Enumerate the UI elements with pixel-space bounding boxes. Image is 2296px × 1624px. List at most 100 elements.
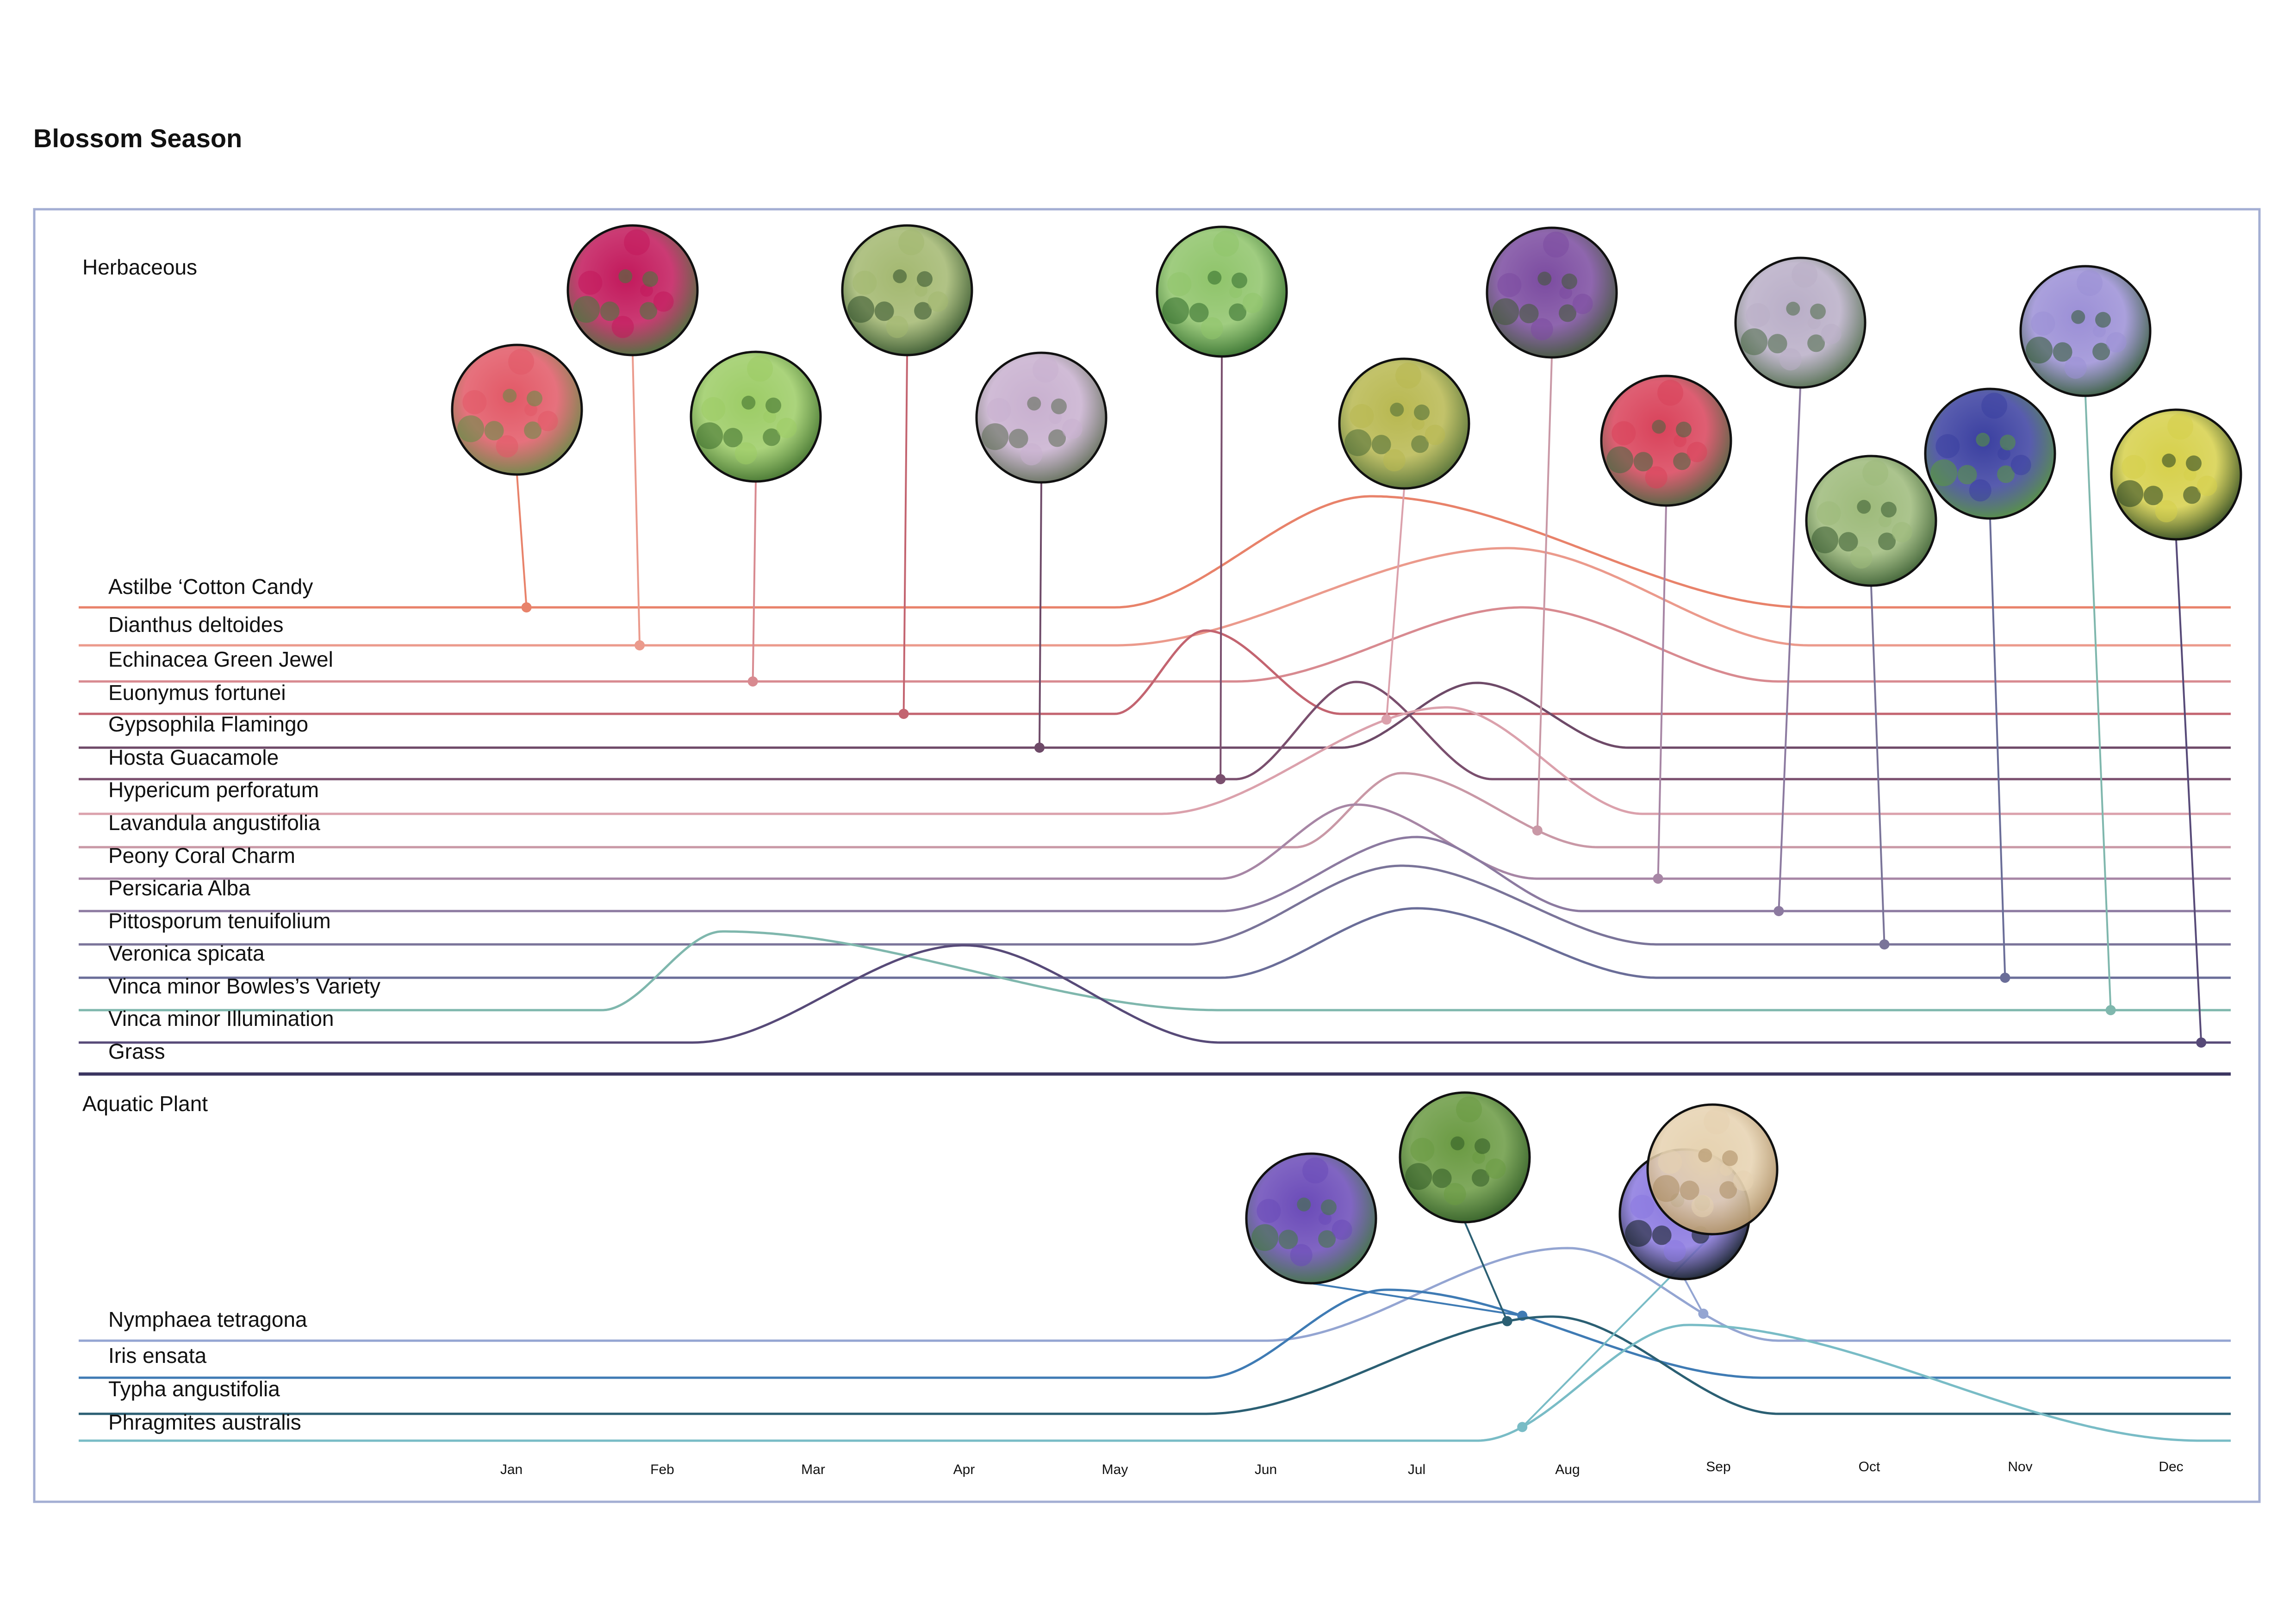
series-line-typha-angustifolia (79, 1315, 2231, 1415)
red-flower-photo-icon (451, 344, 583, 476)
pittosporum-photo-icon (1805, 455, 1937, 587)
reed-grass-photo-icon (1646, 1103, 1779, 1236)
month-label-jun: Jun (1255, 1462, 1277, 1477)
month-label-may: May (1102, 1462, 1128, 1477)
leader-line-astilbe-cotton-candy (516, 474, 528, 608)
series-line-persicaria-alba (79, 836, 2231, 912)
series-line-peony-coral-charm (79, 803, 2231, 880)
month-label-apr: Apr (953, 1462, 975, 1477)
pink-flower-photo-icon (566, 224, 699, 356)
leader-line-vinca-minor-bowles-s-variety (2084, 395, 2112, 1011)
bloom-marker-peony-coral-charm (1653, 874, 1663, 884)
series-line-dianthus-deltoides (79, 547, 2231, 647)
iris-photo-icon (1245, 1152, 1377, 1285)
leader-line-lavandula-angustifolia (1536, 357, 1553, 831)
series-line-phragmites-australis (79, 1324, 2231, 1442)
bloom-marker-hypericum-perforatum (1381, 714, 1392, 725)
variegated-shrub-photo-icon (841, 224, 973, 356)
variegated-vinca-photo-icon (2110, 408, 2242, 541)
lavender-photo-icon (1486, 226, 1618, 359)
series-line-hosta-guacamole (79, 681, 2231, 781)
leader-line-peony-coral-charm (1657, 505, 1667, 879)
bloom-marker-vinca-minor-illumination (2196, 1037, 2207, 1048)
leader-line-typha-angustifolia (1464, 1222, 1508, 1322)
bloom-marker-hosta-guacamole (1215, 774, 1226, 784)
series-label-nymphaea-tetragona: Nymphaea tetragona (108, 1307, 307, 1331)
bloom-marker-dianthus-deltoides (635, 640, 645, 650)
month-label-sep: Sep (1706, 1459, 1730, 1474)
leader-line-nymphaea-tetragona (1684, 1279, 1705, 1314)
x-axis-month-labels: Jan Feb Mar Apr May Jun Jul Aug Sep Oct Nov Dec (500, 1459, 2184, 1477)
series-line-euonymus-fortunei (79, 629, 2231, 715)
hosta-leaf-photo-icon (1156, 225, 1288, 358)
babys-breath-photo-icon (975, 351, 1108, 484)
chart-frame (33, 208, 2261, 1503)
cattail-photo-icon (1399, 1091, 1531, 1224)
leader-line-iris-ensata (1311, 1282, 1523, 1317)
series-label-phragmites-australis: Phragmites australis (108, 1410, 301, 1434)
photo-layer (451, 224, 2242, 1285)
series-label-echinacea-green-jewel: Echinacea Green Jewel (108, 647, 333, 671)
bloom-marker-gypsophila-flamingo (1034, 743, 1045, 753)
section-label-herbaceous: Herbaceous (82, 255, 197, 279)
month-label-oct: Oct (1859, 1459, 1880, 1474)
series-line-vinca-minor-illumination (79, 944, 2231, 1044)
leader-line-echinacea-green-jewel (752, 481, 757, 682)
hypericum-photo-icon (1338, 357, 1470, 490)
series-line-gypsophila-flamingo (79, 681, 2231, 749)
section-label-aquatic-plant: Aquatic Plant (82, 1092, 208, 1116)
month-label-aug: Aug (1555, 1462, 1580, 1477)
series-label-layer: Astilbe ‘Cotton Candy Dianthus deltoides E… (108, 575, 380, 1434)
month-label-feb: Feb (650, 1462, 674, 1477)
series-label-lavandula-angustifolia: Lavandula angustifolia (108, 811, 320, 835)
series-label-hypericum-perforatum: Hypericum perforatum (108, 778, 319, 802)
series-label-iris-ensata: Iris ensata (108, 1343, 207, 1368)
bloom-marker-echinacea-green-jewel (747, 676, 758, 687)
series-label-persicaria-alba: Persicaria Alba (108, 876, 250, 900)
persicaria-photo-icon (1734, 256, 1867, 389)
series-label-veronica-spicata: Veronica spicata (108, 941, 265, 965)
peony-photo-icon (1600, 375, 1732, 507)
month-label-nov: Nov (2008, 1459, 2032, 1474)
bloom-marker-phragmites-australis (1517, 1422, 1528, 1432)
leader-line-euonymus-fortunei (902, 355, 908, 714)
series-label-hosta-guacamole: Hosta Guacamole (108, 745, 279, 769)
bloom-marker-euonymus-fortunei (898, 709, 909, 719)
series-label-astilbe-cotton-candy: Astilbe ‘Cotton Candy (108, 575, 313, 599)
bloom-marker-vinca-minor-bowles-s-variety (2105, 1005, 2116, 1015)
veronica-photo-icon (1924, 387, 2056, 520)
series-label-peony-coral-charm: Peony Coral Charm (108, 843, 295, 868)
month-label-dec: Dec (2159, 1459, 2183, 1474)
bloom-marker-astilbe-cotton-candy (521, 602, 532, 612)
series-label-gypsophila-flamingo: Gypsophila Flamingo (108, 712, 308, 736)
leader-line-pittosporum-tenuifolium (1870, 585, 1885, 945)
leader-line-vinca-minor-illumination (2175, 539, 2203, 1043)
leader-line-dianthus-deltoides (632, 355, 641, 646)
month-label-jan: Jan (500, 1462, 523, 1477)
series-line-vinca-minor-bowles-s-variety (79, 930, 2231, 1012)
page-title: Blossom Season (33, 124, 242, 153)
series-label-pittosporum-tenuifolium: Pittosporum tenuifolium (108, 909, 331, 933)
leader-line-hosta-guacamole (1220, 356, 1223, 780)
series-label-vinca-minor-bowles-s-variety: Vinca minor Bowles’s Variety (108, 974, 380, 998)
month-label-jul: Jul (1408, 1462, 1425, 1477)
series-label-euonymus-fortunei: Euonymus fortunei (108, 681, 286, 705)
month-label-mar: Mar (801, 1462, 825, 1477)
series-line-nymphaea-tetragona (79, 1247, 2231, 1342)
bloom-marker-veronica-spicata (2000, 973, 2010, 983)
leader-line-veronica-spicata (1989, 518, 2006, 978)
bloom-marker-lavandula-angustifolia (1532, 825, 1543, 836)
periwinkle-photo-icon (2019, 265, 2152, 397)
bloom-marker-nymphaea-tetragona (1698, 1308, 1709, 1319)
series-label-vinca-minor-illumination: Vinca minor Illumination (108, 1006, 334, 1031)
series-line-veronica-spicata (79, 907, 2231, 979)
leader-line-persicaria-alba (1778, 387, 1801, 912)
leader-line-hypericum-perforatum (1385, 488, 1405, 720)
bloom-marker-typha-angustifolia (1502, 1316, 1512, 1326)
series-label-typha-angustifolia: Typha angustifolia (108, 1377, 280, 1401)
series-line-lavandula-angustifolia (79, 772, 2231, 849)
series-label-grass: Grass (108, 1039, 165, 1063)
series-layer (79, 355, 2231, 1442)
series-line-hypericum-perforatum (79, 706, 2231, 815)
